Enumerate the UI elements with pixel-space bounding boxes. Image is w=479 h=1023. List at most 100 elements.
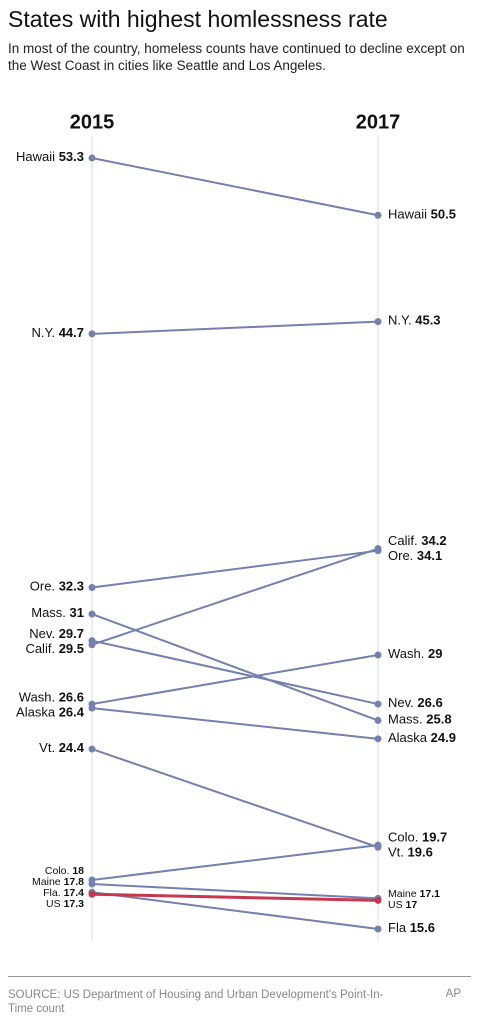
state-name: Mass. (31, 606, 66, 621)
value-label: 17.4 (64, 887, 85, 899)
slope-line (91, 639, 379, 706)
state-name: Fla (388, 920, 407, 935)
source: SOURCE: US Department of Housing and Urb… (8, 989, 384, 1015)
value-label: 25.8 (426, 712, 451, 727)
state-name: Calif. (25, 642, 55, 657)
title: States with highest homlessness rate (8, 6, 388, 32)
slope-line (91, 891, 379, 931)
value-label: 24.9 (431, 730, 456, 745)
slope-line (91, 613, 379, 722)
value-label: 17.1 (420, 888, 441, 900)
dot (374, 318, 382, 326)
state-name: Vt. (388, 845, 404, 860)
slope-line (91, 844, 379, 881)
value-label: 26.6 (59, 690, 84, 705)
state-name: Hawaii (16, 149, 55, 164)
state-name: Alaska (388, 730, 428, 745)
point-label: Mass. 25.8 (388, 712, 452, 727)
value-label: 32.3 (59, 579, 84, 594)
point-label: Calif. 29.5 (25, 642, 84, 657)
state-name: N.Y. (31, 325, 55, 340)
point-label: Maine 17.8 (32, 876, 84, 888)
year-label: 2015 (70, 111, 115, 133)
state-name: Wash. (388, 646, 424, 661)
credit: AP (445, 988, 461, 1000)
slope-line (91, 883, 379, 900)
state-name: Colo. (388, 830, 418, 845)
state-name: Alaska (16, 705, 56, 720)
value-label: 18 (72, 865, 84, 877)
slope-line (91, 748, 379, 849)
point-label: Wash. 26.6 (19, 690, 84, 705)
point-label: Alaska 26.4 (16, 705, 85, 720)
dot (88, 583, 96, 591)
state-name: Nev. (29, 627, 55, 642)
rule (8, 976, 471, 977)
point-label: N.Y. 44.7 (31, 325, 84, 340)
value-label: 34.1 (417, 549, 442, 564)
state-name: Ore. (388, 549, 413, 564)
state-name: Hawaii (388, 207, 427, 222)
dot (374, 896, 382, 904)
point-label: Wash. 29 (388, 646, 442, 661)
chart: 2015 2017 Hawaii 53.3 N.Y. 44.7 Ore. 32.3 Mas… (16, 111, 456, 942)
dot (374, 841, 382, 849)
point-label: Hawaii 50.5 (388, 207, 456, 222)
point-label: Alaska 24.9 (388, 730, 456, 745)
state-name: Maine (388, 888, 417, 900)
state-name: Maine (32, 876, 61, 888)
point-label: US 17.3 (46, 898, 84, 910)
dot (88, 154, 96, 162)
state-name: Colo. (45, 865, 70, 877)
slope-line (91, 653, 379, 706)
dot (374, 735, 382, 743)
value-label: 34.2 (421, 534, 446, 549)
value-label: 31 (70, 606, 84, 621)
value-label: 26.4 (59, 705, 85, 720)
value-label: 53.3 (59, 149, 84, 164)
dot (88, 890, 96, 898)
point-label: Colo. 19.7 (388, 830, 447, 845)
slope-line (91, 892, 379, 902)
point-label: Maine 17.1 (388, 888, 440, 900)
dot (88, 641, 96, 649)
dot (88, 610, 96, 618)
value-label: 29 (428, 646, 442, 661)
year-label: 2017 (356, 111, 401, 133)
dot (88, 745, 96, 753)
point-label: Hawaii 53.3 (16, 149, 84, 164)
point-label: Nev. 26.6 (388, 696, 443, 711)
point-label: Calif. 34.2 (388, 534, 447, 549)
state-name: Wash. (19, 690, 55, 705)
value-label: 29.5 (59, 642, 84, 657)
dot (374, 545, 382, 553)
dot (374, 925, 382, 933)
state-name: Mass. (388, 712, 423, 727)
point-label: Colo. 18 (45, 865, 84, 877)
state-name: US (46, 898, 61, 910)
point-label: US 17 (388, 899, 417, 911)
dot (374, 700, 382, 708)
dot (88, 704, 96, 712)
point-label: Fla 15.6 (388, 920, 435, 935)
value-label: 17 (406, 899, 418, 911)
state-name: N.Y. (388, 313, 412, 328)
point-label: Nev. 29.7 (29, 627, 84, 642)
slope-line (91, 320, 379, 335)
point-label: Ore. 34.1 (388, 549, 442, 564)
state-name: Ore. (30, 579, 55, 594)
dot (374, 651, 382, 659)
state-name: Nev. (388, 696, 414, 711)
point-label: Ore. 32.3 (30, 579, 84, 594)
subtitle: In most of the country, homeless counts … (8, 41, 465, 73)
value-label: 17.3 (64, 898, 85, 910)
point-label: Vt. 24.4 (39, 740, 85, 755)
value-label: 26.6 (417, 696, 442, 711)
dot (88, 330, 96, 338)
dot (88, 880, 96, 888)
value-label: 50.5 (431, 207, 456, 222)
value-label: 19.7 (422, 830, 447, 845)
value-label: 15.6 (410, 920, 435, 935)
point-label: Mass. 31 (31, 606, 84, 621)
